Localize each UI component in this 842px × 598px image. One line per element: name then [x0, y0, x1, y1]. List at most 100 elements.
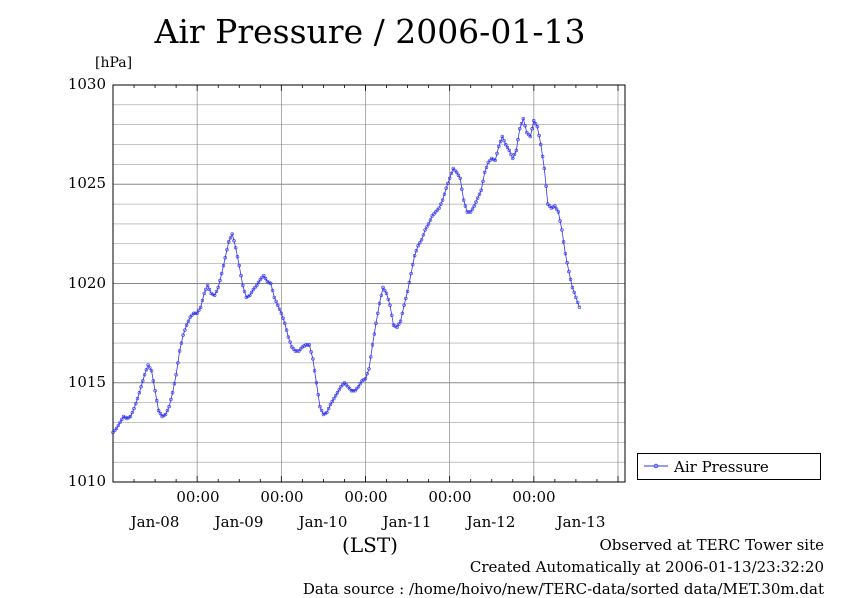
x-tick-date-label: Jan-09 [214, 513, 264, 531]
data-point [404, 296, 408, 301]
data-point [356, 385, 361, 389]
data-point [465, 210, 469, 214]
data-point [553, 204, 557, 208]
data-point [300, 345, 305, 349]
data-point [547, 204, 552, 208]
data-point [511, 156, 515, 161]
data-point [197, 308, 201, 312]
data-point [276, 303, 280, 307]
data-point [335, 391, 340, 395]
data-point [479, 188, 483, 192]
data-point [304, 343, 308, 347]
data-point [146, 363, 150, 367]
data-point [476, 196, 480, 200]
data-point [263, 276, 268, 281]
footer-site: Observed at TERC Tower site [599, 536, 824, 554]
data-point [305, 343, 310, 347]
data-point [437, 206, 441, 210]
data-point [462, 198, 466, 202]
data-point [323, 411, 327, 416]
data-point [540, 154, 545, 159]
data-point [391, 323, 396, 327]
data-point [167, 404, 171, 409]
data-point [158, 411, 163, 416]
data-point [227, 240, 231, 244]
data-point [498, 139, 503, 144]
data-point [418, 241, 422, 245]
data-point [486, 160, 490, 165]
data-point [256, 280, 261, 285]
data-point [202, 291, 206, 296]
data-point [339, 385, 343, 389]
footer-source: Data source : /home/hoivo/new/TERC-data/… [302, 580, 824, 598]
x-tick-time-label: 00:00 [344, 488, 388, 506]
data-point [244, 295, 249, 300]
y-tick-label: 1020 [67, 274, 106, 292]
data-point [200, 298, 205, 303]
data-point [507, 148, 511, 153]
data-point [288, 340, 292, 344]
data-point [258, 277, 262, 282]
data-point [160, 414, 164, 419]
data-point [230, 232, 234, 236]
data-point [428, 218, 433, 222]
data-point [554, 207, 559, 211]
data-point [525, 130, 529, 135]
data-point [453, 168, 457, 173]
legend-swatch [644, 463, 668, 469]
data-point [358, 382, 362, 386]
data-point [281, 316, 285, 320]
x-tick-time-label: 00:00 [176, 488, 220, 506]
data-point [155, 398, 159, 403]
data-point [505, 145, 510, 150]
data-point [302, 344, 306, 348]
data-point [469, 210, 473, 214]
data-point [477, 192, 482, 196]
data-point [467, 210, 471, 214]
data-point [370, 343, 375, 347]
data-point [318, 404, 322, 409]
data-point [400, 311, 404, 315]
data-point [253, 285, 257, 290]
data-point [221, 263, 226, 268]
data-point [346, 385, 350, 389]
data-point [463, 204, 468, 208]
data-point [398, 319, 403, 323]
data-point [149, 369, 154, 373]
footer-created: Created Automatically at 2006-01-13/23:3… [469, 558, 824, 576]
grid [113, 85, 625, 482]
data-point [190, 313, 194, 317]
data-point [169, 397, 173, 402]
data-point [405, 289, 410, 294]
data-point [474, 200, 478, 204]
data-point [491, 157, 496, 162]
data-point [132, 406, 136, 411]
data-point [270, 288, 275, 293]
data-point [386, 297, 390, 302]
data-point [435, 208, 440, 212]
data-point [575, 300, 580, 305]
data-point [297, 349, 301, 353]
data-point [526, 132, 531, 137]
data-point [174, 373, 178, 377]
data-point [206, 283, 210, 288]
data-point [456, 173, 461, 178]
data-point [312, 369, 317, 373]
data-point [355, 387, 359, 391]
data-point [142, 373, 147, 377]
data-point [521, 116, 525, 121]
x-tick-date-label: Jan-10 [298, 513, 348, 531]
data-point [199, 305, 203, 309]
data-point [379, 293, 383, 298]
data-point [139, 385, 143, 389]
data-point [390, 313, 394, 317]
data-point [314, 381, 319, 385]
data-point [118, 420, 122, 425]
x-tick-time-label: 00:00 [428, 488, 472, 506]
data-point [290, 345, 294, 349]
data-point [502, 138, 506, 143]
x-tick-time-label: 00:00 [260, 488, 304, 506]
data-point [567, 269, 571, 274]
data-point [451, 166, 455, 171]
data-point [351, 389, 355, 393]
